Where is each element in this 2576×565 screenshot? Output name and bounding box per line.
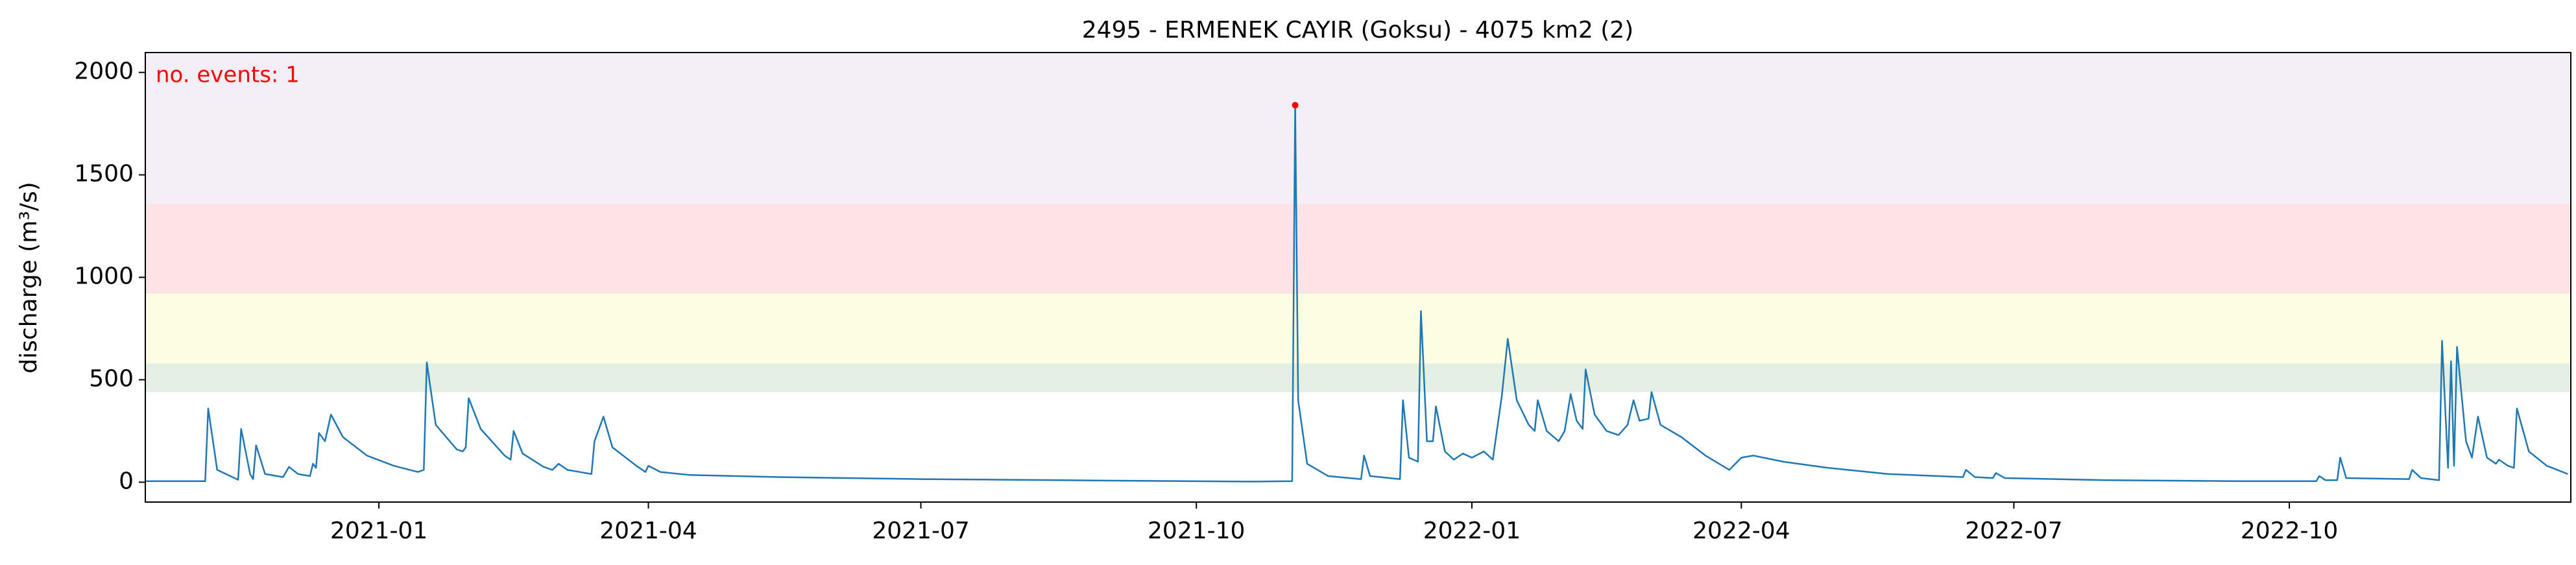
x-tick-label: 2021-04 [599, 518, 697, 544]
y-tick-label: 500 [89, 365, 134, 392]
x-tick-label: 2022-07 [1965, 518, 2062, 544]
chart-title: 2495 - ERMENEK CAYIR (Goksu) - 4075 km2 … [1082, 17, 1633, 43]
x-tick-label: 2022-04 [1692, 518, 1790, 544]
plot-frame [145, 52, 2571, 503]
y-axis-label: discharge (m³/s) [16, 182, 42, 373]
x-tick-label: 2021-10 [1148, 518, 1245, 544]
threshold-band [145, 203, 2571, 294]
x-tick-label: 2022-01 [1423, 518, 1521, 544]
y-tick-label: 1000 [74, 263, 134, 290]
y-tick-label: 2000 [74, 58, 134, 85]
x-tick-label: 2022-10 [2241, 518, 2338, 544]
y-tick-label: 1500 [74, 161, 134, 187]
y-tick-label: 0 [119, 468, 134, 494]
event-count: no. events: 1 [156, 62, 300, 88]
threshold-band [145, 53, 2571, 204]
x-tick-label: 2021-07 [872, 518, 969, 544]
x-tick-label: 2021-01 [330, 518, 427, 544]
discharge-line [145, 104, 2568, 483]
threshold-band [145, 363, 2571, 392]
threshold-band [145, 293, 2571, 364]
event-point [1292, 102, 1299, 109]
